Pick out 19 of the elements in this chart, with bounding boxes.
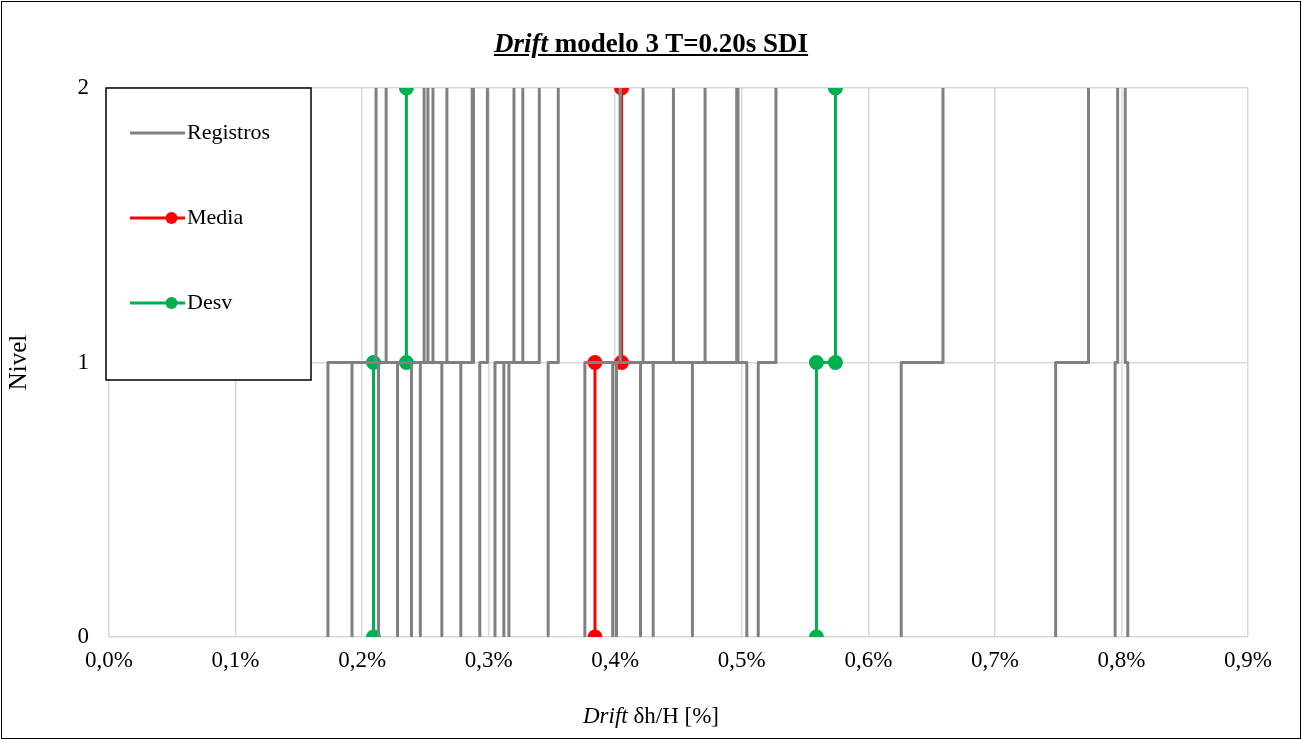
x-tick-label: 0,5% <box>717 646 766 672</box>
x-axis-title: Drift δh/H [%] <box>581 703 721 729</box>
x-tick-label: 0,8% <box>1097 646 1146 672</box>
x-tick-label: 0,1% <box>211 646 260 672</box>
y-axis-title: Nivel <box>3 334 31 391</box>
chart-title: Drift modelo 3 T=0.20s SDI <box>493 28 809 58</box>
y-tick-label: 2 <box>77 74 89 100</box>
legend-label: Registros <box>187 118 271 144</box>
y-tick-label: 0 <box>77 623 89 649</box>
legend-label: Desv <box>187 288 233 314</box>
x-tick-label: 0,4% <box>591 646 640 672</box>
x-tick-label: 0,3% <box>464 646 513 672</box>
legend-label: Media <box>187 203 244 229</box>
x-tick-label: 0,6% <box>844 646 893 672</box>
y-tick-label: 1 <box>77 348 89 374</box>
x-tick-label: 0,7% <box>970 646 1019 672</box>
x-tick-label: 0,2% <box>338 646 387 672</box>
x-tick-label: 0,9% <box>1224 646 1272 672</box>
x-tick-label: 0,0% <box>85 646 133 672</box>
